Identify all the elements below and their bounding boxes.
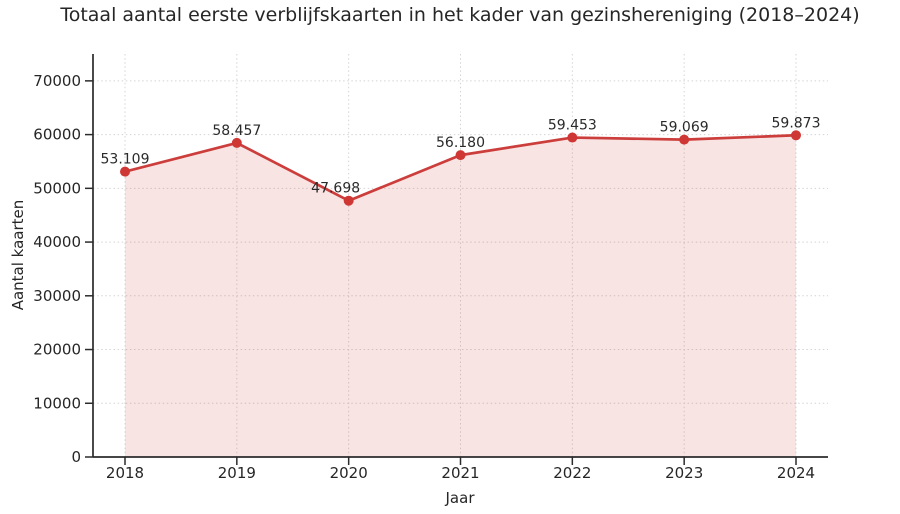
area-shade [125,135,796,457]
data-point-marker [567,132,578,143]
data-point-label: 59.873 [772,115,821,131]
data-point-label: 59.069 [660,120,709,136]
x-tick-label: 2024 [777,464,815,482]
data-point-label: 53.109 [101,152,150,168]
y-tick-label: 30000 [33,287,81,305]
data-point-marker [679,134,690,145]
data-point-label: 58.457 [212,123,261,139]
y-tick-label: 70000 [33,72,81,90]
data-point-marker [343,195,354,206]
tick-labels: 0 10000 20000 30000 40000 50000 60000 70000 2018… [33,72,815,482]
data-point-label: 59.453 [548,118,597,134]
x-tick-label: 2018 [106,464,144,482]
y-tick-label: 10000 [33,394,81,412]
x-tick-label: 2020 [330,464,368,482]
chart-title: Totaal aantal eerste verblijfskaarten in… [60,4,860,26]
data-point-marker [455,150,466,161]
gridlines [93,54,828,458]
data-point-marker [791,130,801,141]
y-tick-label: 60000 [33,126,81,144]
x-tick-label: 2023 [665,464,703,482]
area-fill [125,135,796,457]
x-axis-label: Jaar [445,489,475,507]
y-tick-label: 0 [71,448,81,466]
x-tick-label: 2022 [553,464,591,482]
data-point-marker [120,166,130,177]
y-tick-label: 20000 [33,341,81,359]
x-tick-label: 2019 [218,464,256,482]
point-labels: 53.109 58.457 47.698 56.180 59.453 59.069 59.8… [101,115,821,196]
data-point-marker [231,137,242,148]
axes [85,54,828,465]
y-tick-label: 50000 [33,179,81,197]
data-point-label: 56.180 [436,135,485,151]
x-tick-label: 2021 [441,464,479,482]
y-tick-label: 40000 [33,233,81,251]
data-point-label: 47.698 [311,181,360,197]
data-markers [120,130,801,206]
